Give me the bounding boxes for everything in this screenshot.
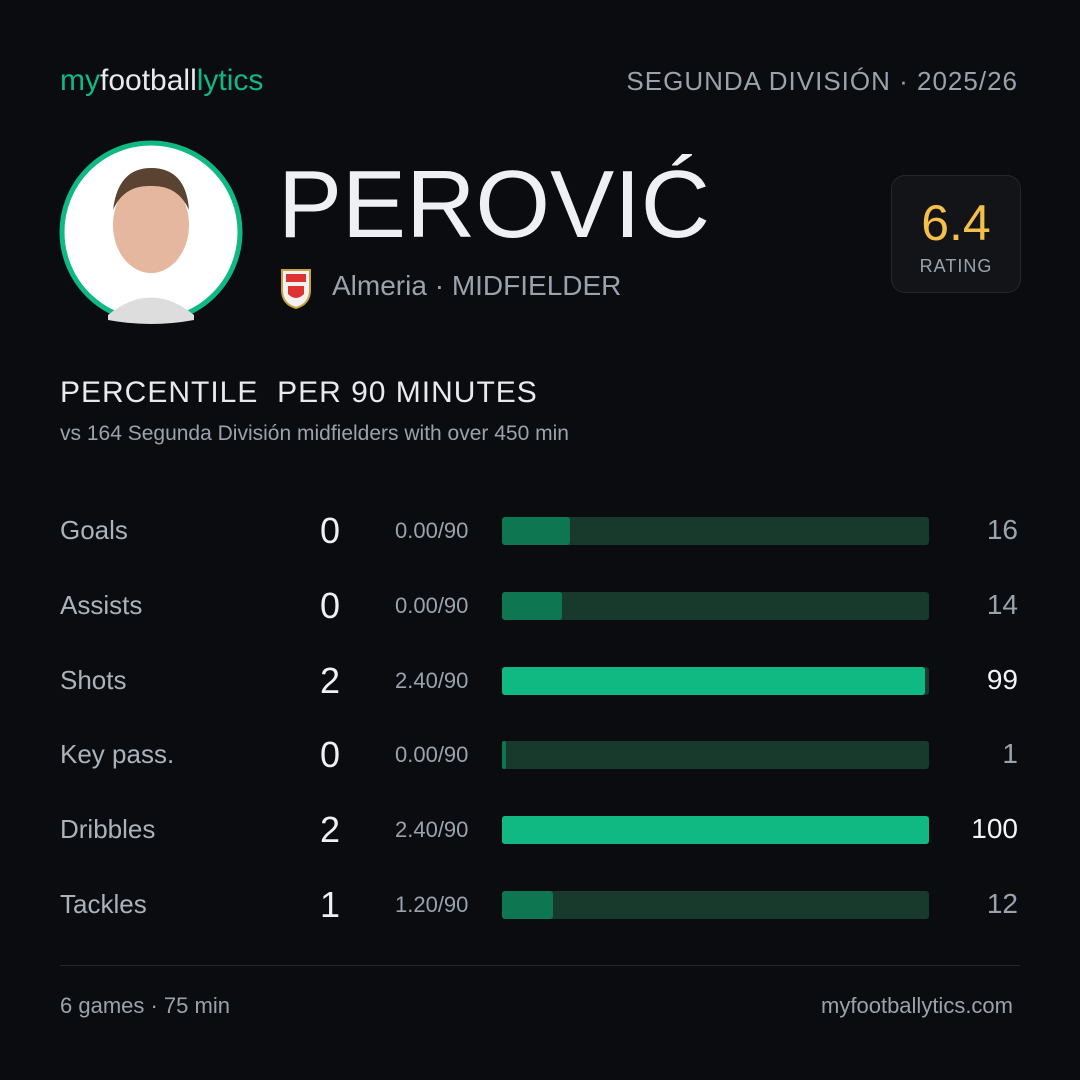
logo-part: my	[60, 64, 100, 97]
stat-per90: 2.40/90	[395, 667, 469, 693]
percentile-bar	[502, 517, 571, 545]
percentile-value: 1	[1002, 738, 1018, 770]
position: MIDFIELDER	[451, 270, 622, 301]
title-part: PERCENTILE	[60, 376, 259, 409]
percentile-value: 16	[986, 514, 1018, 545]
bar-track	[502, 517, 929, 545]
stat-per90: 1.20/90	[395, 892, 469, 917]
footer-summary: 6 games · 75 min	[60, 993, 230, 1018]
percentile-bar	[502, 591, 562, 620]
team-badge	[281, 269, 311, 310]
percentile-value: 14	[986, 588, 1018, 620]
stat-total: 0	[319, 584, 341, 626]
team: Almeria	[332, 270, 427, 301]
percentile-value: 99	[986, 663, 1018, 695]
stat-total: 2	[319, 659, 341, 701]
bar-track	[502, 741, 929, 770]
player-info: Almeria · MIDFIELDER	[332, 270, 622, 301]
bar-track	[502, 891, 929, 919]
stat-label: Assists	[60, 589, 143, 620]
stat-total: 0	[319, 734, 341, 776]
logo-part: football	[100, 64, 197, 97]
stat-per90: 0.00/90	[395, 592, 469, 618]
subtitle-part: with over 450 min	[404, 422, 569, 445]
section-subtitle: vs 164 Segunda División midfielders with…	[60, 422, 569, 446]
divider	[60, 965, 1020, 966]
rating-label: RATING	[919, 256, 993, 276]
percentile-bar	[502, 666, 925, 695]
player-name: PEROVIĆ	[278, 151, 711, 258]
stat-total: 0	[319, 510, 341, 551]
percentile-value: 100	[971, 813, 1018, 845]
player-photo	[59, 140, 243, 324]
league: SEGUNDA DIVISIÓN · 2025/26	[626, 66, 1018, 96]
title-part: PER 90 MINUTES	[277, 376, 538, 409]
stat-label: Tackles	[60, 889, 147, 919]
stat-per90: 2.40/90	[395, 817, 469, 843]
stat-per90: 0.00/90	[395, 518, 469, 543]
rating-value: 6.4	[921, 195, 991, 251]
subtitle-part: vs 164 Segunda División midfielders	[60, 422, 399, 445]
logo-part: lytics	[196, 64, 264, 97]
percentile-bar	[502, 816, 929, 845]
section-title: PERCENTILE PER 90 MINUTES	[60, 376, 538, 410]
stat-label: Shots	[60, 664, 127, 695]
percentile-bar	[502, 891, 554, 919]
footer-site: myfootballytics.com	[821, 993, 1013, 1018]
percentile-bar	[502, 741, 507, 770]
logo: myfootballlytics	[60, 64, 263, 98]
stat-total: 2	[319, 809, 341, 851]
stat-label: Dribbles	[60, 814, 156, 845]
percentile-value: 12	[986, 888, 1018, 919]
stat-total: 1	[319, 884, 341, 925]
stat-label: Key pass.	[60, 739, 175, 770]
stat-per90: 0.00/90	[395, 742, 469, 768]
stat-label: Goals	[60, 515, 128, 545]
bar-track	[502, 591, 929, 620]
rating-box: 6.4 RATING	[891, 175, 1021, 293]
